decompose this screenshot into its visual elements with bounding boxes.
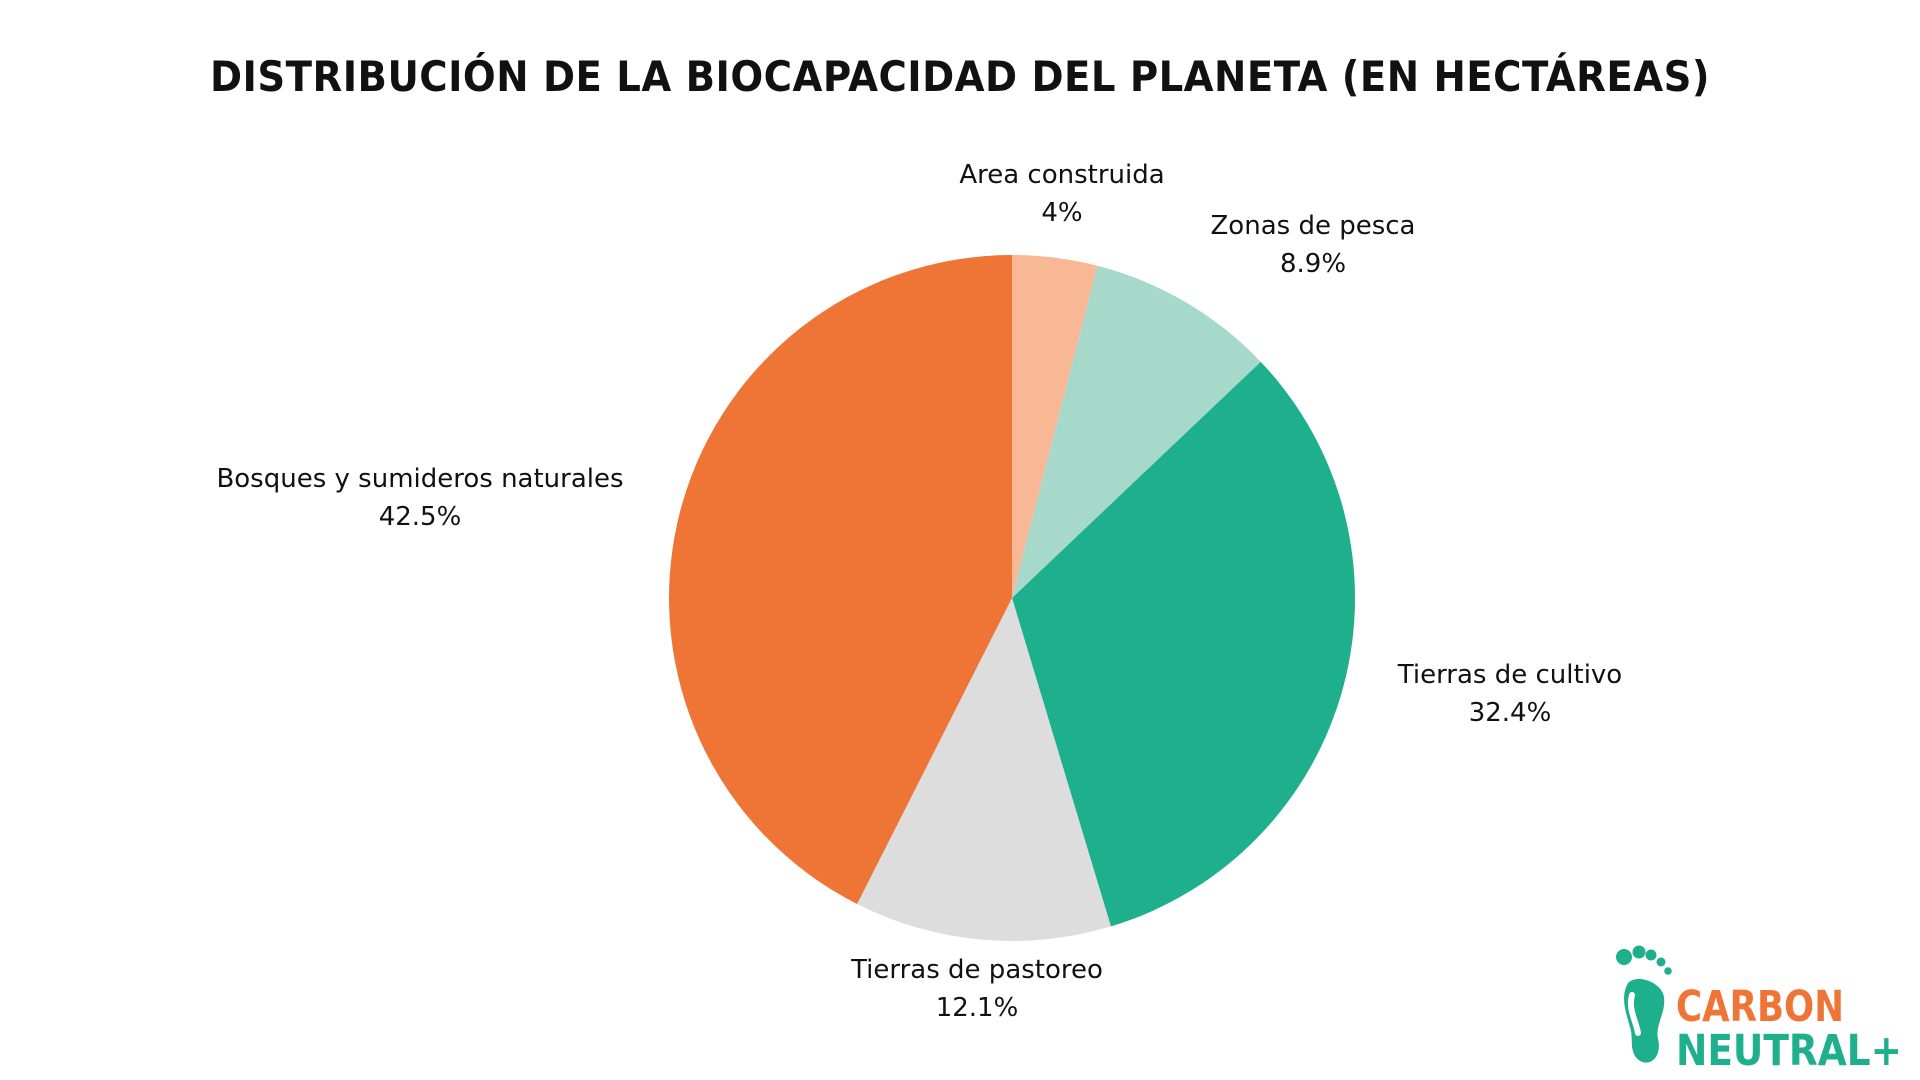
slice-value-label-2: 8.9% [1280,249,1346,279]
pie-slice-1 [1012,255,1098,598]
slice-value-label-5: 42.5% [379,502,462,532]
slice-label-3: Tierras de cultivo [1397,660,1622,690]
brand-logo: CARBON NEUTRAL+ [1616,945,1902,1075]
pie-slice-2 [1012,265,1261,598]
slice-label-4: Tierras de pastoreo [850,955,1103,985]
slice-label-1: Area construida [959,160,1164,190]
slice-value-label-4: 12.1% [936,993,1019,1023]
slice-label-5: Bosques y sumideros naturales [216,464,623,494]
brand-name-line2: NEUTRAL+ [1676,1026,1902,1075]
brand-name-line1: CARBON [1676,982,1844,1032]
pie-slices [668,255,1355,941]
slice-label-2: Zonas de pesca [1211,211,1416,241]
slice-value-label-1: 4% [1041,198,1082,228]
footprint-icon [1616,945,1672,1063]
pie-slice-3 [1012,361,1355,927]
pie-slice-4 [857,598,1111,941]
chart-title: DISTRIBUCIÓN DE LA BIOCAPACIDAD DEL PLAN… [209,52,1710,101]
pie-labels: Area construida 4% Zonas de pesca 8.9% Tierr… [216,160,1622,1023]
pie-slice-5 [668,255,1012,905]
slice-value-label-3: 32.4% [1469,698,1552,728]
